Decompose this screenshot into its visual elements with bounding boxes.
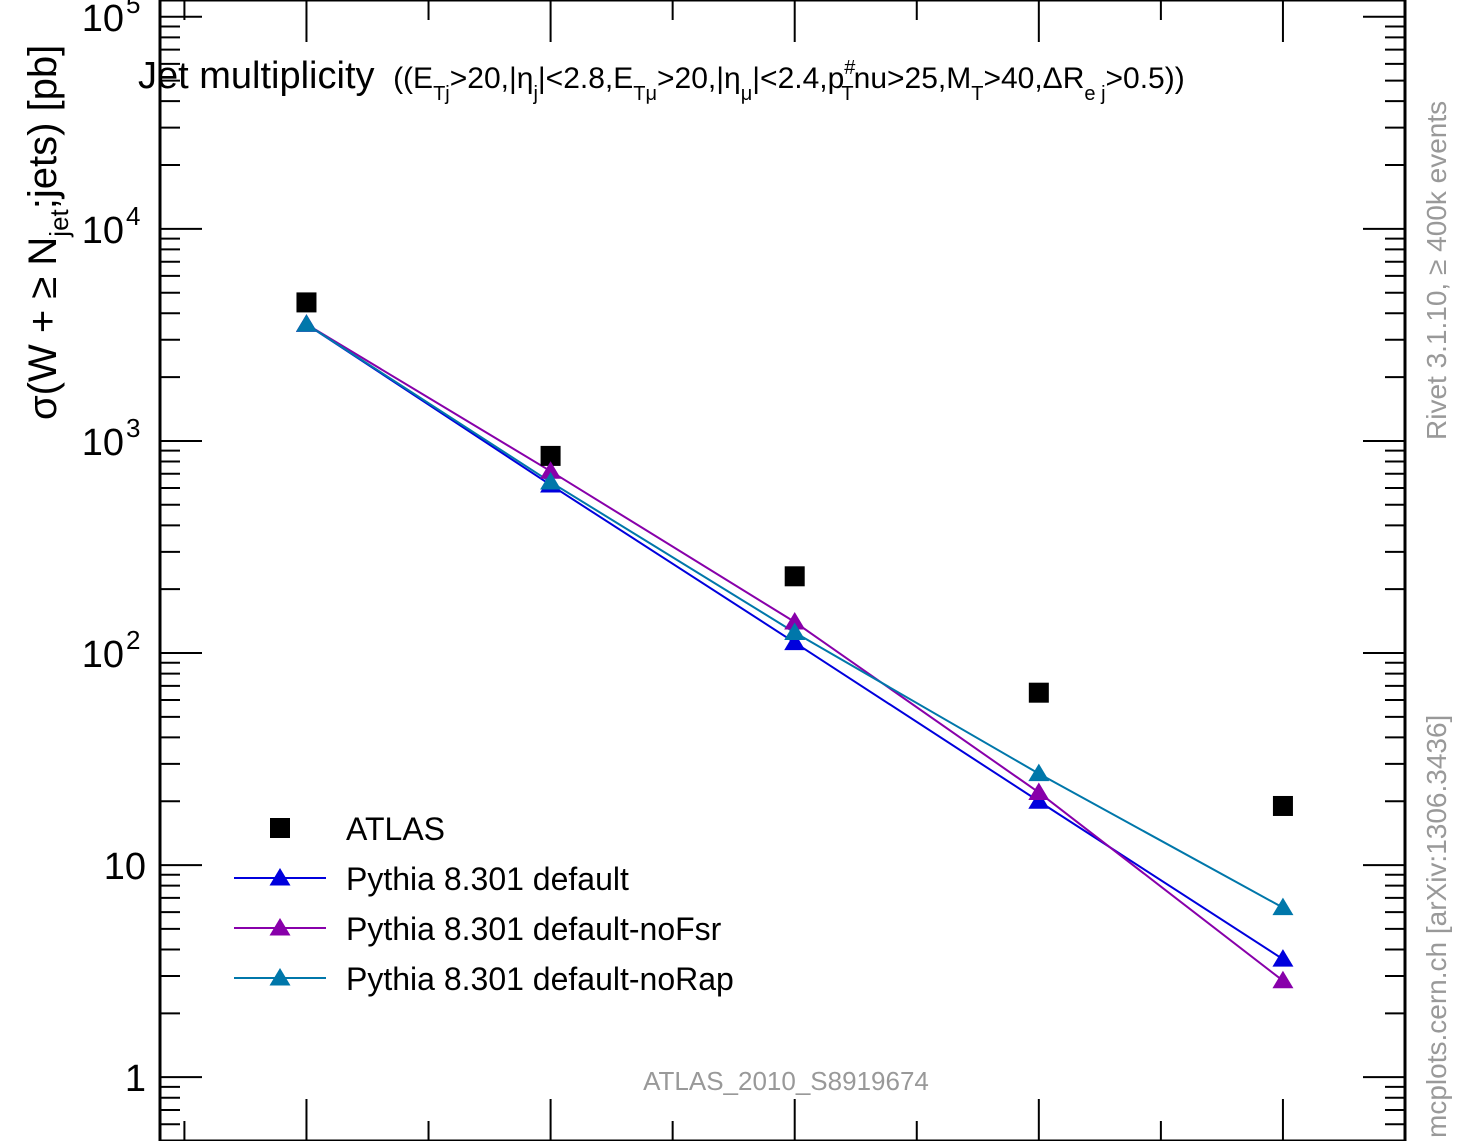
side-label-bottom: mcplots.cern.ch [arXiv:1306.3436] [1421, 715, 1452, 1138]
y-tick-label: 1 [125, 1058, 146, 1100]
series-layer [295, 292, 1294, 989]
analysis-label: ATLAS_2010_S8919674 [643, 1066, 929, 1096]
y-tick-label-exponent: 2 [126, 625, 140, 655]
title-cuts-sub: j [532, 83, 537, 105]
y-tick-label: 10 [82, 634, 124, 676]
title-cuts: ((ETj>20,|ηj|<2.8,ETμ>20,|ημ|<2.4,p# Tnu>… [393, 57, 1185, 105]
y-tick-label-exponent: 5 [126, 0, 140, 19]
data-point-triangle [540, 461, 562, 479]
title-cuts-sub: Tj [433, 83, 450, 105]
title-cuts-sub: T [971, 83, 983, 105]
y-axis-label-post: ;jets) [pb] [21, 45, 65, 210]
title-cuts-part: >20,|η [450, 62, 534, 95]
title-cuts-part: ((E [393, 62, 433, 95]
y-axis-label: σ(W + ≥ Njet;jets) [pb] [21, 45, 74, 420]
data-point-triangle [1028, 763, 1050, 782]
title-cuts-sub: Tμ [633, 83, 657, 105]
legend-marker [269, 868, 291, 886]
title-cuts-sup: # [844, 57, 856, 79]
data-point-triangle [784, 622, 806, 640]
data-point-triangle [1272, 897, 1294, 916]
data-point-triangle [540, 472, 562, 490]
legend-label: Pythia 8.301 default-noFsr [346, 911, 722, 947]
title-cuts-sub: e j [1084, 83, 1105, 105]
data-point-triangle [295, 314, 317, 332]
plot-frame [158, 0, 1407, 1141]
title-cuts-part: >0.5)) [1106, 62, 1185, 95]
data-point-triangle [1028, 782, 1050, 800]
title-cuts-part: >20,|η [657, 62, 741, 95]
chart-title: Jet multiplicity ((ETj>20,|ηj|<2.8,ETμ>2… [138, 55, 1185, 105]
title-cuts-part: |<2.4,p [752, 62, 844, 95]
data-point-square [1028, 682, 1049, 703]
y-tick-label: 10 [82, 0, 124, 40]
y-tick-label-exponent: 4 [126, 201, 140, 231]
title-main: Jet multiplicity [138, 55, 375, 97]
axis-ticks [160, 0, 1406, 1141]
data-point-triangle [1028, 791, 1050, 809]
data-point-square [540, 445, 561, 466]
y-tick-label: 10 [82, 422, 124, 464]
title-cuts-sub: T [841, 83, 853, 105]
legend-label: ATLAS [346, 811, 445, 847]
title-cuts-part: |<2.8,E [538, 62, 633, 95]
title-cuts-part: >40,ΔR [983, 62, 1084, 95]
data-point-triangle [784, 612, 806, 630]
data-point-square [1272, 795, 1293, 816]
side-label-top: Rivet 3.1.10, ≥ 400k events [1421, 101, 1452, 440]
data-point-triangle [1272, 949, 1294, 967]
y-axis-label-sub: jet [44, 208, 74, 237]
title-cuts-sub: μ [741, 83, 753, 105]
legend-label: Pythia 8.301 default-noRap [346, 961, 734, 997]
data-point-square [784, 566, 805, 587]
data-point-triangle [784, 632, 806, 651]
legend: ATLAS Pythia 8.301 default Pythia 8.301 de… [234, 811, 734, 997]
title-cuts-part: nu>25,M [854, 62, 972, 95]
legend-marker [269, 968, 291, 986]
y-tick-label: 10 [82, 210, 124, 252]
legend-marker [270, 818, 290, 838]
y-axis-label-pre: σ(W + ≥ N [21, 237, 65, 420]
data-point-triangle [1272, 970, 1294, 989]
legend-marker [269, 918, 291, 936]
legend-label: Pythia 8.301 default [346, 861, 629, 897]
y-tick-label: 10 [104, 846, 146, 888]
y-tick-label-exponent: 3 [126, 413, 140, 443]
data-point-square [296, 292, 317, 313]
